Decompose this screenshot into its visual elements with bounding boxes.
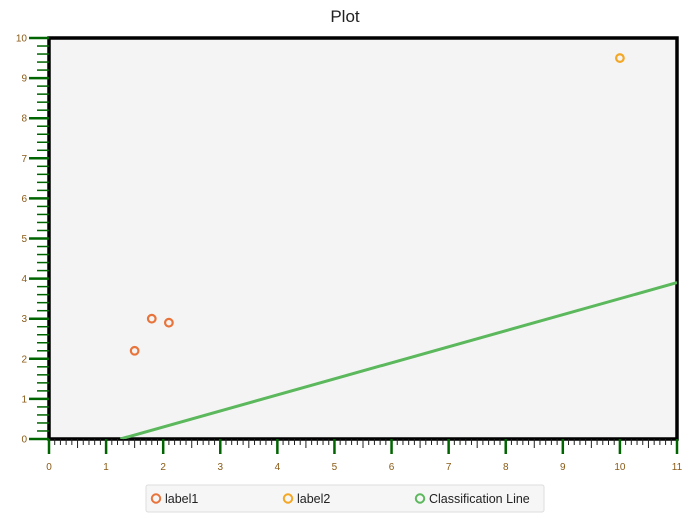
legend-marker-icon: [414, 493, 426, 504]
legend-item-classification-line[interactable]: Classification Line: [414, 492, 530, 506]
y-tick-label: 7: [21, 154, 27, 165]
y-tick-label: 3: [21, 314, 27, 325]
label1-point: [146, 313, 157, 324]
x-tick-label: 10: [614, 462, 626, 473]
label2-point: [615, 53, 625, 63]
y-tick-label: 4: [21, 274, 27, 285]
label1-point: [129, 345, 140, 356]
legend-box: [145, 484, 545, 513]
legend-marker-icon: [150, 493, 162, 504]
y-tick-label: 9: [21, 74, 27, 85]
y-tick-label: 5: [21, 234, 27, 245]
y-tick-label: 8: [21, 114, 27, 125]
x-tick-label: 9: [560, 462, 566, 473]
x-tick-label: 5: [332, 462, 338, 473]
y-tick-label: 1: [21, 394, 27, 405]
legend-item-label2[interactable]: label2: [282, 492, 331, 506]
plot-area: [47, 36, 679, 441]
x-tick-label: 4: [275, 462, 281, 473]
x-tick-label: 0: [46, 462, 52, 473]
x-tick-label: 8: [503, 462, 509, 473]
legend-item-label1[interactable]: label1: [150, 492, 199, 506]
legend-label: Classification Line: [429, 492, 530, 506]
axis-ticks: 0 1 2 3 4 5 6 7 8 9 10 11 0 1 2 3 4 5 6 7 8 9 10: [16, 34, 683, 474]
legend-marker-icon: [282, 493, 294, 504]
legend-label: label2: [297, 492, 330, 506]
y-tick-label: 10: [16, 34, 28, 45]
y-tick-label: 2: [21, 354, 27, 365]
classification-line-line: [119, 281, 677, 439]
chart-marks: [119, 53, 677, 439]
label1-point: [163, 317, 174, 328]
x-tick-label: 3: [217, 462, 223, 473]
x-tick-label: 11: [672, 462, 683, 473]
x-tick-label: 2: [160, 462, 166, 473]
y-tick-label: 0: [21, 435, 27, 446]
x-tick-label: 6: [389, 462, 395, 473]
chart-title: Plot: [330, 7, 360, 26]
x-tick-label: 1: [103, 462, 109, 473]
x-tick-label: 7: [446, 462, 452, 473]
legend[interactable]: label1 label2 Classification Line: [145, 484, 545, 513]
legend-label: label1: [165, 492, 198, 506]
y-tick-label: 6: [21, 194, 27, 205]
